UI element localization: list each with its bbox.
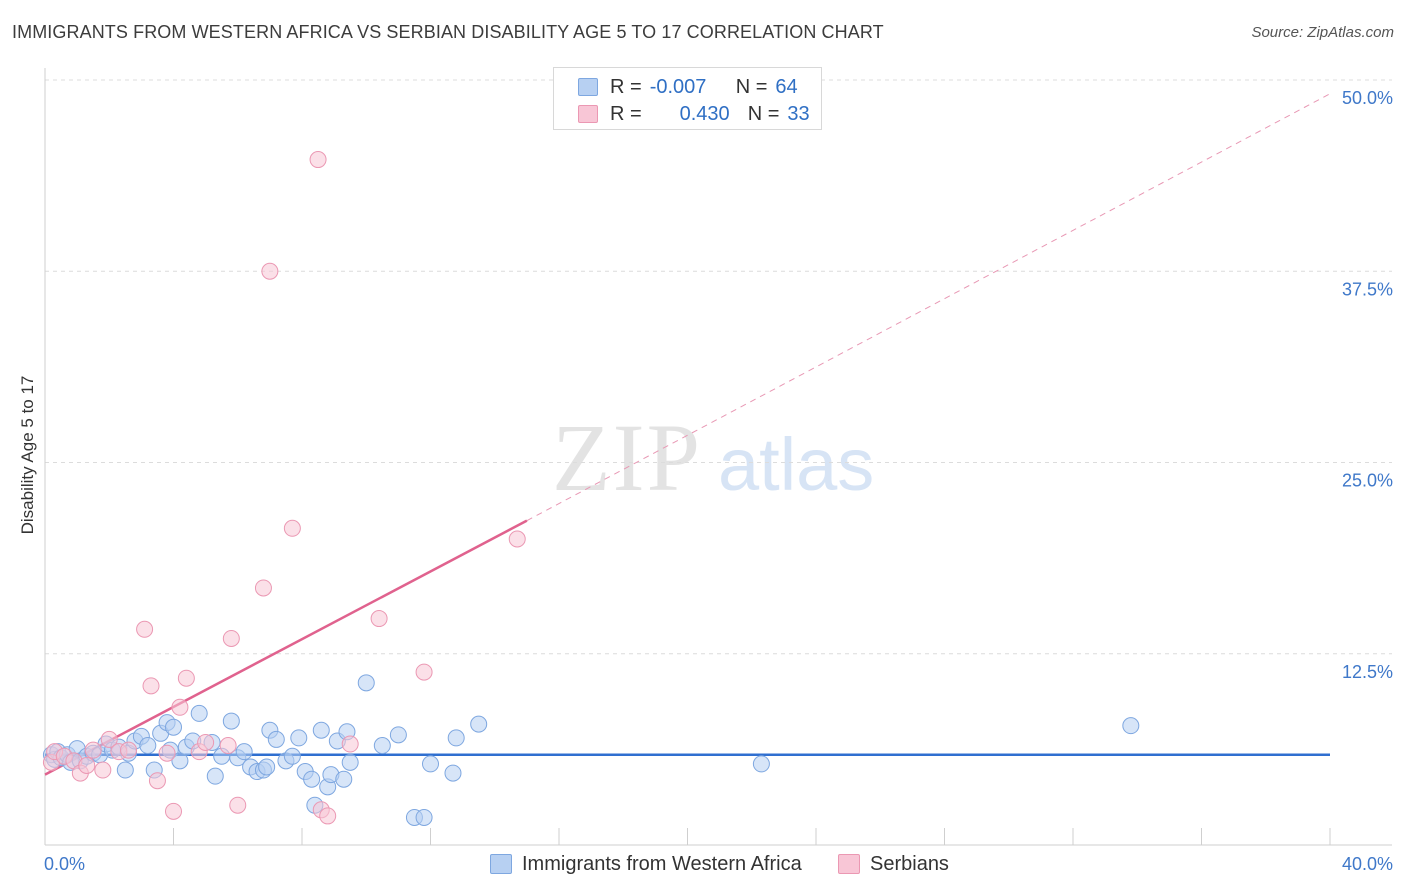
r-value: 0.430 (679, 102, 730, 125)
point-western-africa (357, 674, 375, 692)
point-western-africa (752, 755, 770, 773)
point-serbians (254, 579, 272, 597)
x-tick-label: 0.0% (44, 854, 85, 874)
point-western-africa (283, 747, 301, 765)
source-label: Source: ZipAtlas.com (1251, 24, 1394, 41)
point-serbians (84, 741, 102, 759)
point-western-africa (312, 721, 330, 739)
point-western-africa (206, 767, 224, 785)
point-serbians (370, 610, 388, 628)
n-value: 33 (787, 102, 810, 125)
point-serbians (283, 519, 301, 537)
n-label: N = (747, 102, 780, 125)
trend-line-serbians (44, 519, 528, 776)
point-serbians (219, 737, 237, 755)
point-western-africa (171, 752, 189, 770)
point-western-africa (165, 718, 182, 736)
y-tick-label: 25.0% (1342, 471, 1393, 491)
point-western-africa (116, 761, 134, 779)
y-axis-label: Disability Age 5 to 17 (18, 375, 37, 535)
legend-swatch-western-africa (490, 854, 512, 874)
point-western-africa (373, 737, 391, 755)
point-western-africa (139, 737, 157, 755)
r-label: R = (610, 102, 642, 125)
tick-labels: 12.5% 25.0% 37.5% 50.0% 0.0% 40.0% (44, 88, 1393, 874)
point-western-africa (415, 808, 433, 826)
point-western-africa (235, 743, 253, 761)
point-serbians (120, 741, 138, 759)
point-western-africa (267, 730, 285, 748)
point-serbians (100, 730, 118, 748)
point-serbians (158, 744, 176, 762)
legend-item-western-africa: Immigrants from Western Africa (490, 851, 802, 877)
data-points (42, 151, 1140, 826)
legend-swatch-western-africa (578, 78, 598, 96)
correlation-legend: R = -0.007 N = 64 R = 0.430 N = 33 (553, 67, 822, 130)
point-serbians (341, 735, 359, 753)
point-western-africa (470, 715, 488, 733)
point-western-africa (444, 764, 462, 782)
point-serbians (197, 733, 215, 751)
point-western-africa (1122, 717, 1140, 735)
point-serbians (136, 620, 154, 638)
watermark-zip: ZIP (552, 404, 702, 511)
point-western-africa (422, 755, 439, 773)
point-serbians (261, 262, 279, 280)
legend-label-serbians: Serbians (870, 852, 949, 875)
legend-row-serbians: R = 0.430 N = 33 (578, 101, 810, 127)
trend-extension-serbians (526, 93, 1331, 522)
y-tick-label: 37.5% (1342, 279, 1393, 299)
point-serbians (508, 530, 526, 548)
point-serbians (415, 663, 433, 681)
point-serbians (142, 677, 160, 695)
point-western-africa (335, 770, 353, 788)
point-serbians (229, 796, 247, 814)
n-value: 64 (775, 75, 798, 98)
point-serbians (171, 698, 189, 716)
grid-lines (45, 79, 1392, 655)
axes (44, 68, 1392, 846)
legend-label-western-africa: Immigrants from Western Africa (522, 852, 802, 875)
chart-title: IMMIGRANTS FROM WESTERN AFRICA VS SERBIA… (12, 22, 884, 42)
point-serbians (94, 761, 112, 779)
legend-item-serbians: Serbians (838, 851, 949, 877)
y-tick-label: 12.5% (1342, 662, 1393, 682)
point-serbians (177, 669, 195, 687)
n-label: N = (735, 75, 768, 98)
legend-row-western-africa: R = -0.007 N = 64 (578, 74, 798, 100)
point-western-africa (389, 726, 407, 744)
point-serbians (319, 807, 337, 825)
point-western-africa (222, 712, 240, 730)
point-serbians (78, 756, 96, 774)
watermark-atlas: atlas (718, 423, 874, 506)
y-tick-label: 50.0% (1342, 88, 1393, 108)
r-value: -0.007 (649, 75, 707, 98)
point-western-africa (341, 753, 359, 771)
point-western-africa (190, 704, 208, 722)
point-western-africa (447, 729, 465, 747)
point-western-africa (258, 758, 276, 776)
point-western-africa (290, 729, 308, 747)
point-western-africa (303, 770, 321, 788)
watermark: ZIP atlas (552, 404, 874, 511)
legend-swatch-serbians (838, 854, 860, 874)
trend-lines (44, 93, 1331, 776)
r-label: R = (610, 75, 642, 98)
x-tick-label: 40.0% (1342, 854, 1393, 874)
point-serbians (222, 629, 240, 647)
point-serbians (165, 802, 182, 820)
legend-swatch-serbians (578, 105, 598, 123)
point-serbians (309, 151, 327, 169)
point-serbians (148, 772, 166, 790)
